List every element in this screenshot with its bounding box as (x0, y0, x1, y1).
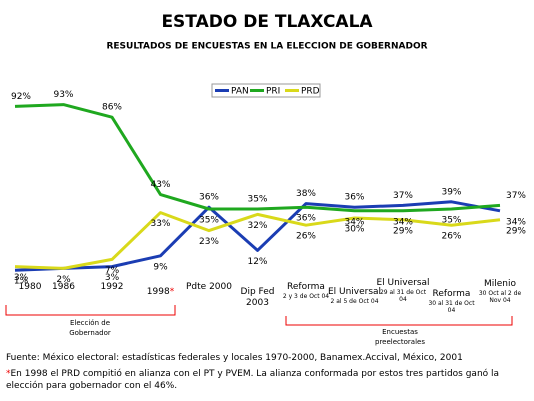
x-tick-label: El Universal (327, 287, 382, 297)
data-label: 2% (56, 275, 71, 285)
data-label: 30% (344, 225, 364, 235)
data-label: 36% (344, 193, 364, 203)
bracket (5, 305, 176, 316)
series-line (14, 200, 501, 272)
data-label: 37% (506, 191, 526, 201)
data-label: 26% (441, 232, 461, 242)
footnote-marker: * (169, 287, 175, 297)
bracket (285, 316, 513, 326)
data-label: 3% (105, 273, 120, 283)
data-label: 3% (14, 273, 29, 283)
annotation: Elección de Gobernador (69, 319, 111, 337)
data-label: 93% (53, 90, 73, 100)
data-label: 35% (247, 195, 267, 205)
series-line (14, 103, 501, 213)
x-sublabel: 30 Oct al 2 de Nov 04 (478, 290, 522, 304)
source: Fuente: México electoral: estadísticas f… (6, 353, 463, 363)
x-tick-label: Milenio (483, 279, 516, 289)
x-sublabel: 29 al 31 de Oct 04 (379, 289, 427, 303)
data-label: 26% (296, 232, 316, 242)
data-label: 29% (393, 226, 413, 236)
series-line (14, 211, 501, 270)
data-label: 36% (296, 214, 316, 224)
data-label: 43% (150, 180, 170, 190)
data-label: 35% (199, 216, 219, 226)
legend-label: PRI (266, 87, 280, 97)
data-label: 34% (344, 217, 364, 227)
x-sublabel: 2 al 5 de Oct 04 (330, 298, 379, 305)
footnote-marker: * (6, 369, 11, 379)
data-label: 7% (105, 266, 120, 276)
data-label: 86% (102, 103, 122, 113)
data-label: 34% (506, 217, 526, 227)
x-tick-label: Reforma (432, 289, 471, 299)
legend-box (211, 83, 321, 98)
data-label: 32% (247, 221, 267, 231)
x-tick-label: 1986 (52, 282, 75, 292)
legend-label: PRD (301, 87, 320, 97)
footnote: En 1998 el PRD compitió en alianza con e… (6, 369, 500, 391)
data-label: 35% (441, 216, 461, 226)
data-label: 29% (506, 226, 526, 236)
data-label: 92% (11, 92, 31, 102)
annotation: Encuestas preelectorales (375, 328, 425, 346)
data-label: 36% (199, 193, 219, 203)
x-tick-label: Dip Fed 2003 (240, 287, 275, 308)
x-tick-label: Pdte 2000 (186, 282, 232, 292)
x-tick-label: Reforma (287, 282, 325, 292)
data-label: 1% (14, 277, 29, 287)
x-sublabel: 2 y 3 de Oct 04 (282, 293, 330, 300)
x-tick-label: El Universal (376, 278, 430, 288)
data-label: 37% (393, 191, 413, 201)
data-label: 9% (153, 262, 168, 272)
data-label: 34% (393, 217, 413, 227)
data-label: 33% (150, 219, 170, 229)
data-label: 23% (199, 237, 219, 247)
legend-label: PAN (231, 87, 249, 97)
data-label: 39% (441, 187, 461, 197)
x-tick-label: 1992 (100, 282, 124, 292)
chart-title: ESTADO DE TLAXCALA (161, 12, 373, 32)
x-sublabel: 30 al 31 de Oct 04 (428, 300, 475, 314)
x-tick-label: 1980 (18, 282, 42, 292)
data-label: 38% (296, 189, 316, 199)
x-tick-label: 1998* (146, 287, 175, 297)
chart-subtitle: RESULTADOS DE ENCUESTAS EN LA ELECCION D… (106, 42, 427, 52)
data-label: 12% (247, 257, 267, 267)
